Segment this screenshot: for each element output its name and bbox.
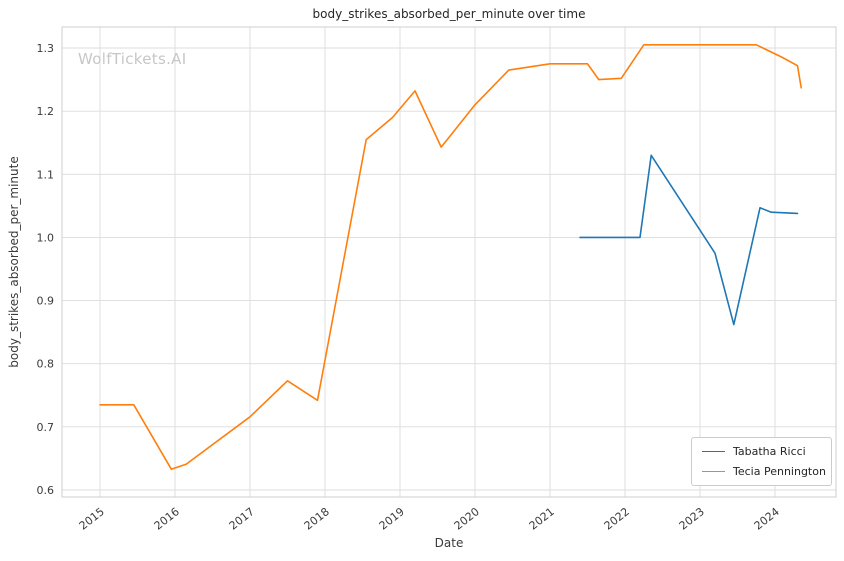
x-axis-label: Date: [434, 536, 464, 550]
x-tick-label: 2023: [677, 505, 707, 532]
y-tick-label: 1.1: [37, 168, 55, 181]
y-tick-label: 1.2: [37, 105, 55, 118]
x-tick-label: 2021: [527, 505, 557, 532]
legend-line-swatch: [702, 451, 725, 452]
legend: Tabatha Ricci Tecia Pennington: [691, 437, 832, 486]
x-tick-label: 2024: [752, 505, 782, 532]
legend-item-tecia-pennington: Tecia Pennington: [702, 465, 826, 478]
legend-line-swatch: [702, 471, 725, 472]
y-axis-label: body_strikes_absorbed_per_minute: [7, 156, 21, 368]
x-tick-label: 2019: [377, 505, 407, 532]
y-tick-label: 0.9: [37, 295, 55, 308]
legend-label: Tabatha Ricci: [733, 445, 806, 458]
x-tick-label: 2016: [152, 505, 182, 532]
x-tick-label: 2022: [602, 505, 632, 532]
series-line-tabatha-ricci: [579, 154, 799, 326]
legend-label: Tecia Pennington: [733, 465, 826, 478]
y-tick-label: 1.3: [37, 42, 55, 55]
chart-title: body_strikes_absorbed_per_minute over ti…: [312, 7, 586, 21]
legend-item-tabatha-ricci: Tabatha Ricci: [702, 445, 821, 458]
x-tick-label: 2018: [302, 505, 332, 532]
y-tick-label: 0.7: [37, 421, 55, 434]
y-tick-label: 0.6: [37, 484, 55, 497]
y-tick-label: 0.8: [37, 358, 55, 371]
x-tick-label: 2020: [452, 505, 482, 532]
watermark: WolfTickets.AI: [78, 50, 187, 68]
x-tick-label: 2017: [227, 505, 257, 532]
x-tick-label: 2015: [77, 505, 107, 532]
plot-border: [61, 26, 837, 498]
y-tick-label: 1.0: [37, 231, 55, 244]
series-line-tecia-pennington: [99, 43, 803, 471]
